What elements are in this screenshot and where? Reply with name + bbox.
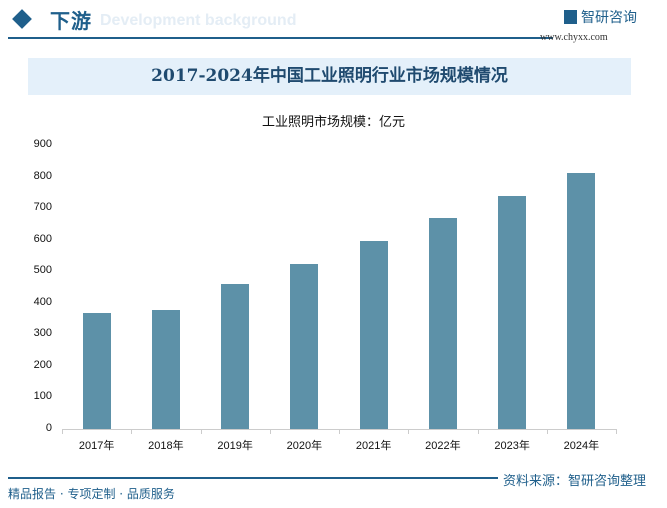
divider [8,37,553,39]
x-tick [408,429,410,434]
x-tick-label: 2020年 [286,440,323,452]
y-tick-label: 400 [33,295,52,308]
x-tick-label: 2017年 [78,440,115,452]
x-tick [131,429,133,434]
chart-title: 2017-2024年中国工业照明行业市场规模情况 [28,58,631,95]
y-tick-label: 600 [33,232,52,245]
x-tick-label: 2018年 [148,440,184,452]
bar [221,283,250,429]
y-tick-label: 300 [33,327,52,340]
diamond-icon [12,9,32,29]
y-tick-label: 700 [33,201,52,214]
bar [290,264,319,429]
logo-icon [564,10,577,24]
x-tick-label: 2019年 [217,440,253,452]
y-tick-label: 500 [33,264,52,277]
brand-logo: 智研咨询 [564,7,637,27]
x-tick-label: 2022年 [425,440,461,452]
x-tick-label: 2024年 [563,440,600,452]
y-tick-label: 800 [33,169,52,182]
x-tick [616,429,617,434]
bar [498,195,527,429]
y-tick-label: 200 [33,358,52,371]
bar [567,172,596,429]
unit-label: 工业照明市场规模：亿元 [261,115,405,130]
bar [82,312,111,429]
brand-name: 智研咨询 [581,10,637,26]
footer-tagline: 精品报告 · 专项定制 · 品质服务 [8,487,175,501]
brand-url: www.chyxx.com [540,32,608,43]
bar [428,217,457,429]
source-note: 资料来源：智研咨询整理 [503,474,647,489]
x-tick [62,429,63,434]
x-tick-label: 2021年 [355,440,392,452]
x-tick [269,429,271,434]
x-tick [339,429,340,434]
x-tick-label: 2023年 [494,440,530,452]
section-subtitle: Development background [100,12,297,29]
section-title: 下游 [50,9,92,33]
x-tick [200,429,202,434]
bar [151,310,180,429]
divider [8,477,498,479]
y-tick-label: 100 [33,390,52,403]
bar [359,241,388,429]
x-tick [546,429,548,434]
y-tick-label: 900 [33,138,52,151]
y-tick-label: 0 [45,422,52,434]
x-tick [477,429,479,434]
